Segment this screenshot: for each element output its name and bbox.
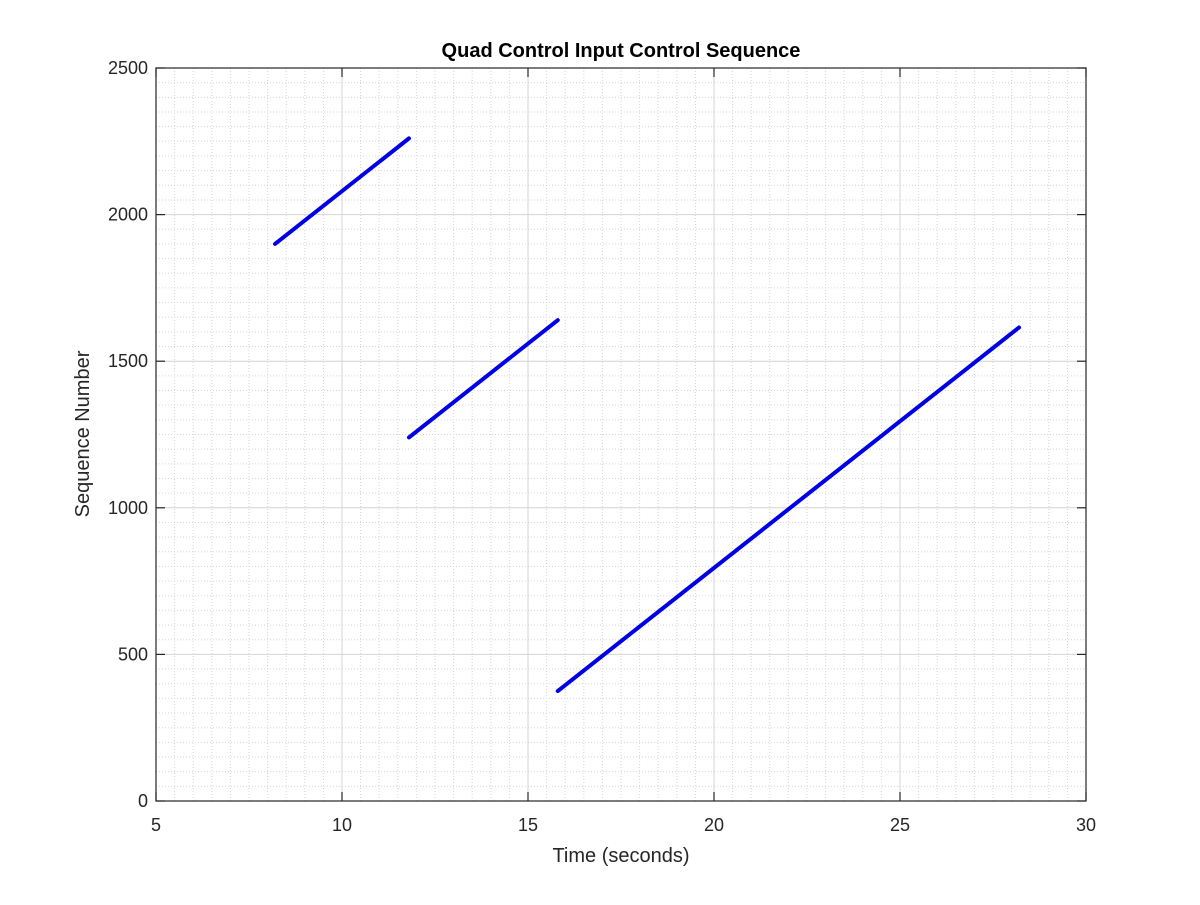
series-layer bbox=[273, 136, 1022, 694]
series-line-segment bbox=[406, 318, 560, 440]
x-axis-label: Time (seconds) bbox=[552, 845, 689, 867]
y-tick-label: 500 bbox=[118, 644, 148, 664]
series-line-segment bbox=[555, 325, 1022, 694]
x-tick-label: 15 bbox=[518, 815, 538, 835]
tick-labels: 5 10 15 20 25 30 0 500 1000 1500 2000 2500 bbox=[108, 58, 1096, 835]
x-tick-label: 5 bbox=[151, 815, 161, 835]
y-tick-label: 1000 bbox=[108, 498, 148, 518]
y-tick-label: 0 bbox=[138, 791, 148, 811]
x-tick-label: 25 bbox=[890, 815, 910, 835]
axes-layer bbox=[155, 67, 1087, 802]
chart-title: Quad Control Input Control Sequence bbox=[442, 40, 801, 62]
series-line-segment bbox=[273, 136, 411, 246]
x-tick-label: 10 bbox=[332, 815, 352, 835]
x-tick-label: 20 bbox=[704, 815, 724, 835]
x-tick-label: 30 bbox=[1076, 815, 1096, 835]
y-tick-label: 1500 bbox=[108, 351, 148, 371]
axes-box bbox=[155, 67, 1087, 802]
y-axis-label: Sequence Number bbox=[72, 350, 94, 517]
y-tick-label: 2000 bbox=[108, 205, 148, 225]
y-tick-label: 2500 bbox=[108, 58, 148, 78]
minor-grid bbox=[156, 68, 1086, 801]
